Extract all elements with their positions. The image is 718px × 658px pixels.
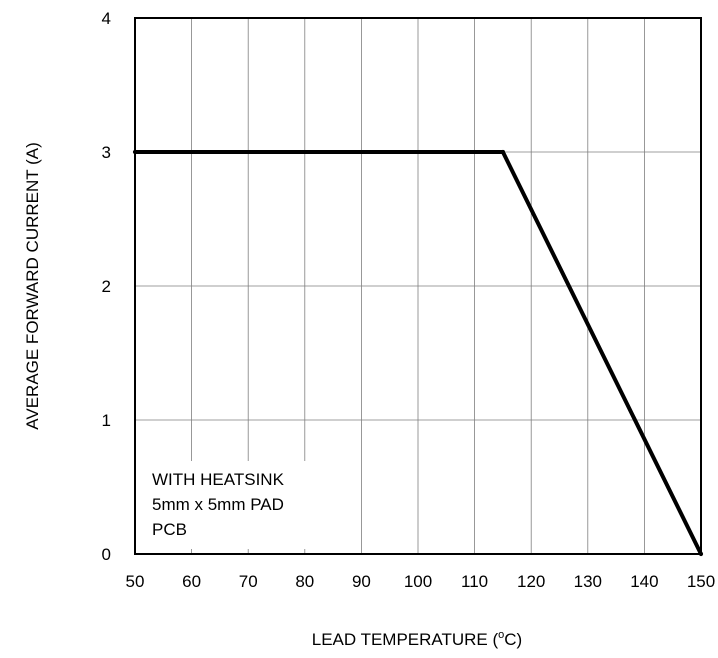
x-axis-title: LEAD TEMPERATURE (oC) bbox=[312, 629, 522, 649]
series-layer bbox=[132, 149, 704, 557]
x-tick-label: 140 bbox=[630, 572, 658, 591]
x-tick-label: 110 bbox=[461, 572, 488, 591]
x-axis-title-main: LEAD TEMPERATURE ( bbox=[312, 630, 499, 649]
x-tick-label: 80 bbox=[295, 572, 314, 591]
y-tick-label: 3 bbox=[102, 143, 111, 162]
x-tick-label: 130 bbox=[574, 572, 602, 591]
plot-frame bbox=[134, 17, 702, 555]
x-tick-label: 100 bbox=[404, 572, 432, 591]
y-tick-label: 2 bbox=[102, 277, 111, 296]
annotation-line: 5mm x 5mm PAD bbox=[152, 495, 284, 514]
tick-labels: 50 60 70 80 90 100 110 120 130 140 150 0 1 2 3 4 bbox=[102, 9, 716, 591]
x-tick-label: 60 bbox=[182, 572, 201, 591]
annotation-line: PCB bbox=[152, 520, 187, 539]
annotation-box: WITH HEATSINK 5mm x 5mm PAD PCB bbox=[141, 461, 333, 549]
series-point bbox=[500, 149, 505, 155]
x-tick-label: 70 bbox=[239, 572, 258, 591]
y-tick-label: 0 bbox=[102, 545, 111, 564]
y-tick-label: 4 bbox=[102, 9, 111, 28]
y-axis-title: AVERAGE FORWARD CURRENT (A) bbox=[23, 142, 42, 429]
x-tick-label: 120 bbox=[517, 572, 545, 591]
x-tick-label: 50 bbox=[126, 572, 145, 591]
annotation-line: WITH HEATSINK bbox=[152, 470, 285, 489]
x-axis-title-degree: o bbox=[498, 629, 504, 641]
x-axis-title-suffix: C) bbox=[504, 630, 522, 649]
y-tick-label: 1 bbox=[102, 411, 111, 430]
annotation-background bbox=[141, 461, 333, 549]
x-tick-label: 150 bbox=[687, 572, 715, 591]
plot-frame-layer bbox=[134, 17, 702, 555]
x-tick-label: 90 bbox=[352, 572, 371, 591]
